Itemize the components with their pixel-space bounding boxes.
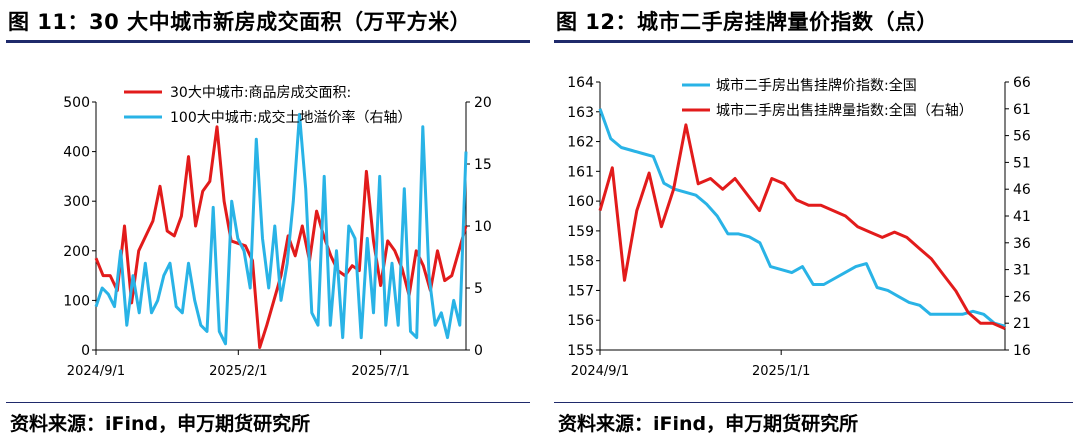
chart1-series-1-line: [94, 125, 468, 349]
chart2-left-tick-label: 160: [567, 194, 594, 210]
chart2-left-tick-label: 164: [567, 75, 594, 91]
chart1-x-tick-label: 2025/2/1: [209, 364, 267, 379]
chart1-left-tick-label: 0: [81, 343, 90, 359]
chart2-legend-1-label: 城市二手房出售挂牌价指数:全国: [716, 77, 917, 94]
chart1-right-tick-label: 20: [474, 95, 492, 111]
chart1-x-tick-label: 2025/7/1: [351, 364, 409, 379]
left-chart-title: 图 11：30 大中城市新房成交面积（万平方米）: [8, 10, 472, 34]
chart2-x-tick-label: 2025/1/1: [752, 364, 810, 379]
chart1-legend-1-label: 30大中城市:商品房成交面积:: [170, 84, 351, 101]
chart2-left-tick-label: 156: [567, 313, 594, 329]
chart2-right-tick-label: 36: [1013, 236, 1031, 252]
chart1-legend-2-label: 100大中城市:成交土地溢价率（右轴）: [170, 109, 411, 126]
chart1-left-tick-label: 300: [63, 194, 90, 210]
chart2-right-tick-label: 46: [1013, 182, 1031, 198]
chart2-right-tick-label: 61: [1013, 102, 1031, 118]
chart2-right-tick-label: 26: [1013, 289, 1031, 305]
chart1-left-tick-label: 400: [63, 145, 90, 161]
left-source-rule: [6, 402, 530, 403]
chart2-series-1-line: [598, 108, 1006, 328]
chart2-series-2-line: [598, 123, 1006, 330]
chart2-left-tick-label: 158: [567, 254, 594, 270]
chart1-right-tick-label: 0: [474, 343, 483, 359]
left-source-note: 资料来源：iFind，申万期货研究所: [10, 413, 311, 435]
right-title-rule: [554, 40, 1073, 43]
chart1-right-tick-label: 15: [474, 157, 492, 173]
chart2-right-tick-label: 31: [1013, 263, 1031, 279]
chart2-right-tick-label: 21: [1013, 316, 1031, 332]
chart2-right-tick-label: 66: [1013, 75, 1031, 91]
chart2-left-tick-label: 155: [567, 343, 594, 359]
chart2-right-tick-label: 56: [1013, 129, 1031, 145]
chart1-left-tick-label: 500: [63, 95, 90, 111]
chart1-left-tick-label: 100: [63, 293, 90, 309]
chart2-left-tick-label: 159: [567, 224, 594, 240]
chart2-right-tick-label: 41: [1013, 209, 1031, 225]
right-chart-title: 图 12：城市二手房挂牌量价指数（点）: [556, 10, 939, 34]
right-source-rule: [554, 402, 1073, 403]
left-title-rule: [6, 40, 530, 43]
right-source-note: 资料来源：iFind，申万期货研究所: [558, 413, 859, 435]
chart2-left-tick-label: 157: [567, 283, 594, 299]
chart2-legend-2-label: 城市二手房出售挂牌量指数:全国（右轴）: [716, 102, 973, 119]
chart1-series-2-line: [94, 112, 468, 346]
chart2-x-tick-label: 2024/9/1: [571, 364, 629, 379]
chart2-left-tick-label: 162: [567, 135, 594, 151]
chart1-x-tick-label: 2024/9/1: [67, 364, 125, 379]
chart2-right-tick-label: 51: [1013, 155, 1031, 171]
chart2-right-tick-label: 16: [1013, 343, 1031, 359]
chart1-right-tick-label: 10: [474, 219, 492, 235]
chart1-left-tick-label: 200: [63, 244, 90, 260]
chart1-right-tick-label: 5: [474, 281, 483, 297]
chart2-left-tick-label: 163: [567, 105, 594, 121]
chart2-left-tick-label: 161: [567, 164, 594, 180]
